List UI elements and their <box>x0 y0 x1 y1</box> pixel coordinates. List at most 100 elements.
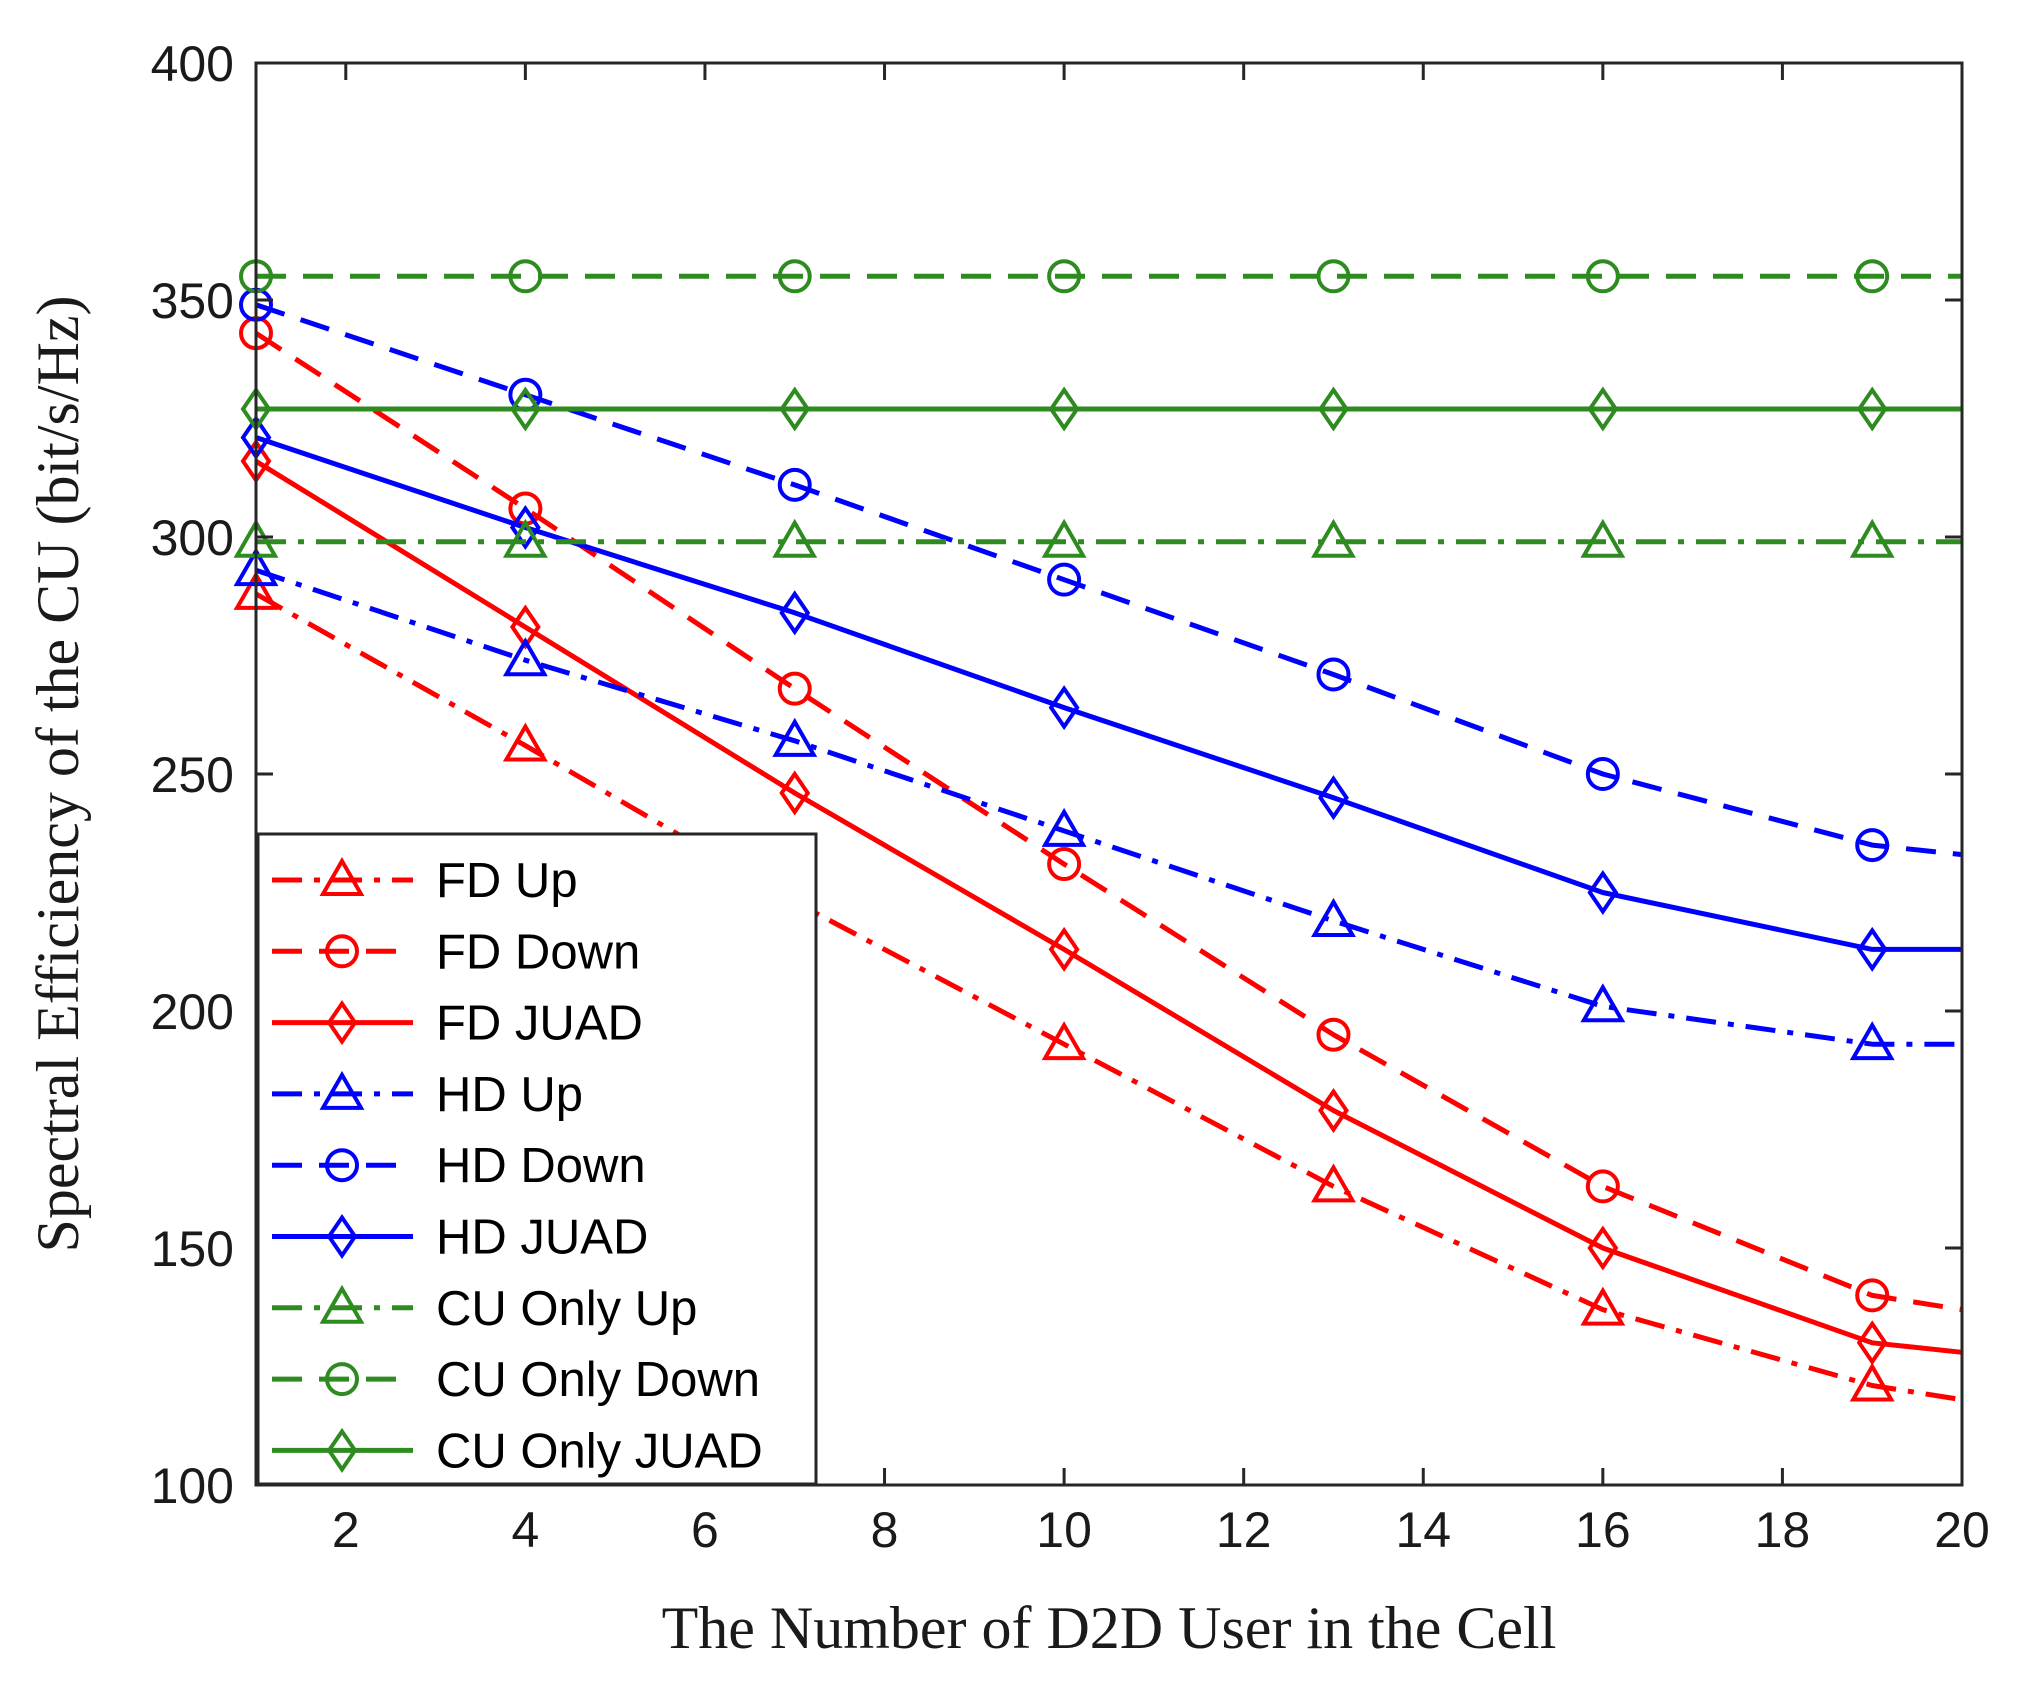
data-point <box>1856 926 1888 972</box>
data-point <box>1041 807 1087 847</box>
legend-label: FD Down <box>436 925 640 979</box>
legend-label: HD JUAD <box>436 1211 648 1265</box>
y-tick-label: 400 <box>151 36 234 92</box>
x-tick-label: 6 <box>691 1502 719 1558</box>
data-point <box>1855 828 1890 863</box>
legend-item: FD Down <box>272 925 640 979</box>
x-tick-label: 10 <box>1036 1502 1092 1558</box>
legend-label: HD Up <box>436 1068 583 1122</box>
data-point <box>1048 926 1080 972</box>
data-point <box>1585 259 1620 294</box>
series-cu-only-up <box>233 518 1962 558</box>
data-point <box>772 518 818 558</box>
data-point <box>1047 259 1082 294</box>
data-point <box>1849 1362 1895 1402</box>
data-point <box>1849 1021 1895 1061</box>
series-cu-only-juad <box>240 386 1962 432</box>
data-point <box>777 259 812 294</box>
legend-item: FD Up <box>272 854 578 908</box>
series-line <box>254 459 1963 1355</box>
data-point <box>772 717 818 757</box>
x-axis-title: The Number of D2D User in the Cell <box>662 1595 1557 1661</box>
y-tick-label: 200 <box>151 984 234 1040</box>
legend-box <box>256 832 818 1486</box>
legend-marker <box>319 1284 365 1324</box>
data-point <box>1316 657 1351 692</box>
series-hd-up <box>233 547 1962 1061</box>
x-tick-label: 14 <box>1395 1502 1451 1558</box>
legend-marker <box>319 856 365 896</box>
data-point <box>509 604 541 650</box>
data-point <box>509 386 541 432</box>
legend-marker <box>326 1000 358 1046</box>
data-point <box>508 259 543 294</box>
y-tick-label: 100 <box>151 1458 234 1514</box>
series-line <box>254 331 1963 1313</box>
data-point <box>1318 775 1349 821</box>
data-point <box>1856 386 1888 432</box>
legend-item: FD JUAD <box>272 997 643 1051</box>
data-point <box>779 770 811 816</box>
legend-marker <box>325 1148 359 1183</box>
legend-item: CU Only Up <box>272 1282 697 1336</box>
series-layer <box>233 259 1963 1403</box>
series-line <box>255 567 1962 1047</box>
data-point <box>1849 518 1895 558</box>
data-point <box>1855 259 1890 294</box>
y-tick-label: 250 <box>151 747 234 803</box>
data-point <box>1311 897 1356 937</box>
legend-item: CU Only Down <box>272 1353 760 1407</box>
legend-marker <box>325 1362 359 1397</box>
data-point <box>1318 1087 1349 1134</box>
tick-layer: 2 4 6 8 10 12 14 16 18 20 100 150 200 250 300 350 400 <box>151 36 1990 1558</box>
legend-item: HD JUAD <box>272 1211 648 1265</box>
y-tick-label: 150 <box>151 1221 234 1277</box>
legend-marker <box>326 1213 358 1260</box>
legend-label: HD Down <box>436 1139 646 1193</box>
legend-item: HD Up <box>272 1068 583 1122</box>
data-point <box>1587 386 1619 432</box>
legend-label: CU Only JUAD <box>436 1424 763 1478</box>
legend-marker <box>319 1070 365 1110</box>
x-tick-label: 4 <box>511 1502 539 1558</box>
data-point <box>1580 983 1626 1023</box>
x-tick-label: 8 <box>871 1502 899 1558</box>
data-point <box>1585 757 1620 791</box>
x-tick-label: 18 <box>1755 1502 1811 1558</box>
data-point <box>1580 518 1626 558</box>
y-tick-label: 300 <box>151 510 234 566</box>
data-point <box>1856 1320 1888 1366</box>
data-point <box>1048 386 1080 432</box>
y-axis-title: Spectral Efficiency of the CU (bit/s/Hz) <box>25 296 91 1253</box>
data-point <box>502 722 548 762</box>
data-point <box>1855 1278 1890 1313</box>
data-point <box>1318 386 1349 432</box>
data-point <box>1316 1017 1351 1052</box>
legend-marker <box>325 934 359 969</box>
data-point <box>1047 847 1082 882</box>
x-tick-label: 12 <box>1216 1502 1272 1558</box>
data-point <box>777 467 812 502</box>
data-point <box>1048 685 1080 731</box>
data-point <box>1580 1286 1626 1326</box>
data-point <box>779 590 811 636</box>
data-point <box>509 504 541 551</box>
series-line <box>254 591 1963 1403</box>
data-point <box>777 671 812 706</box>
data-point <box>779 386 811 432</box>
data-point <box>1587 1225 1619 1271</box>
legend-label: CU Only Up <box>436 1282 697 1336</box>
data-point <box>502 518 548 558</box>
data-point <box>502 637 548 677</box>
data-point <box>1041 1021 1087 1061</box>
legend-marker <box>326 1427 358 1473</box>
legend-item: CU Only JUAD <box>272 1424 763 1478</box>
legend-label: FD Up <box>436 854 578 908</box>
data-point <box>1047 562 1082 597</box>
legend-label: FD JUAD <box>436 997 643 1051</box>
data-point <box>1311 1163 1356 1203</box>
data-point <box>1041 518 1087 558</box>
legend-item: HD Down <box>272 1139 646 1193</box>
legend-label: CU Only Down <box>436 1353 760 1407</box>
